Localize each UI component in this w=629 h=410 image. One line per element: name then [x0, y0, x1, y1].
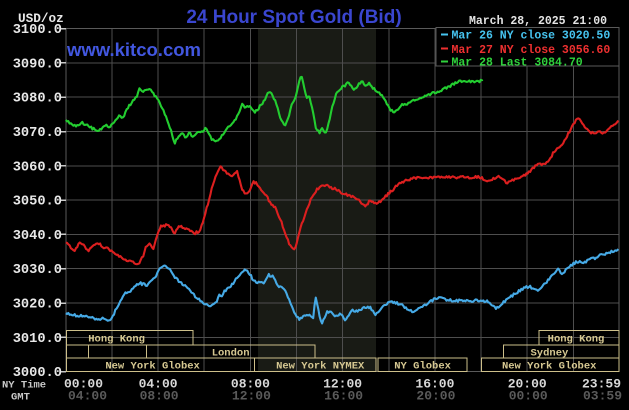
svg-text:Mar 28 Last 3084.70: Mar 28 Last 3084.70 [452, 57, 583, 70]
svg-text:3090.0: 3090.0 [13, 57, 62, 72]
svg-text:Hong Kong: Hong Kong [88, 334, 145, 346]
svg-text:3010.0: 3010.0 [13, 332, 62, 347]
svg-text:3030.0: 3030.0 [13, 263, 62, 278]
svg-text:12:00: 12:00 [232, 389, 271, 404]
svg-text:GMT: GMT [11, 392, 30, 404]
svg-text:03:59: 03:59 [583, 389, 622, 404]
svg-text:www.kitco.com: www.kitco.com [66, 39, 201, 60]
svg-text:3070.0: 3070.0 [13, 126, 62, 141]
svg-text:12:00: 12:00 [323, 377, 362, 392]
svg-text:NY Time: NY Time [2, 380, 46, 392]
svg-text:04:00: 04:00 [68, 389, 107, 404]
svg-text:3100.0: 3100.0 [13, 23, 62, 38]
svg-text:3050.0: 3050.0 [13, 195, 62, 210]
svg-text:Sydney: Sydney [530, 347, 569, 359]
svg-text:16:00: 16:00 [324, 389, 363, 404]
svg-text:00:00: 00:00 [64, 377, 103, 392]
svg-text:23:59: 23:59 [582, 377, 621, 392]
svg-text:08:00: 08:00 [231, 377, 270, 392]
svg-text:3080.0: 3080.0 [13, 92, 62, 107]
svg-text:20:00: 20:00 [508, 377, 547, 392]
svg-text:Mar 26 NY close 3020.50: Mar 26 NY close 3020.50 [452, 30, 611, 43]
svg-text:March 28, 2025 21:00: March 28, 2025 21:00 [469, 15, 607, 28]
svg-text:New York Globex: New York Globex [502, 361, 597, 373]
svg-text:00:00: 00:00 [509, 389, 548, 404]
svg-text:20:00: 20:00 [416, 389, 455, 404]
svg-text:24 Hour Spot Gold (Bid): 24 Hour Spot Gold (Bid) [186, 7, 401, 28]
svg-text:NY Globex: NY Globex [394, 361, 451, 373]
svg-text:3060.0: 3060.0 [13, 160, 62, 175]
svg-text:New York Globex: New York Globex [105, 361, 200, 373]
svg-text:3020.0: 3020.0 [13, 298, 62, 313]
svg-text:3000.0: 3000.0 [13, 366, 62, 381]
svg-text:London: London [212, 347, 250, 359]
svg-text:08:00: 08:00 [140, 389, 179, 404]
svg-text:Mar 27 NY close 3056.60: Mar 27 NY close 3056.60 [452, 44, 611, 57]
svg-text:New York NYMEX: New York NYMEX [276, 361, 365, 373]
svg-text:Hong Kong: Hong Kong [548, 334, 605, 346]
svg-text:USD/oz: USD/oz [18, 11, 64, 26]
svg-text:04:00: 04:00 [139, 377, 178, 392]
svg-text:3040.0: 3040.0 [13, 229, 62, 244]
svg-text:16:00: 16:00 [415, 377, 454, 392]
